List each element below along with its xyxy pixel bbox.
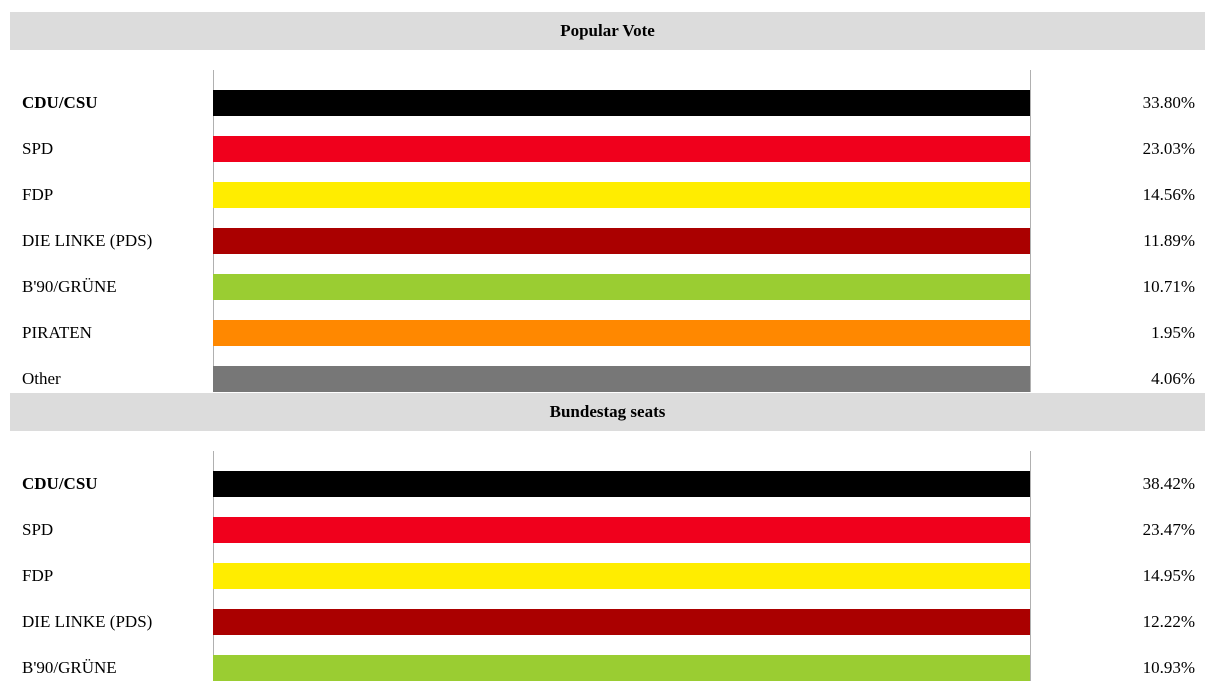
popular-vote-bar-cdu-csu xyxy=(213,90,1030,116)
popular-vote-label-cdu-csu: CDU/CSU xyxy=(22,93,98,112)
popular-vote-bar-fdp xyxy=(213,182,1030,208)
popular-vote-value-die-linke-pds: 11.89% xyxy=(1143,231,1195,250)
bundestag-seats-bar-cdu-csu xyxy=(213,471,1030,497)
popular-vote-value-cdu-csu: 33.80% xyxy=(1142,93,1195,112)
popular-vote-header: Popular Vote xyxy=(10,12,1205,50)
popular-vote-value-spd: 23.03% xyxy=(1142,139,1195,158)
bundestag-seats-label-b-90-gr-ne: B'90/GRÜNE xyxy=(22,658,117,677)
bundestag-seats-label-die-linke-pds: DIE LINKE (PDS) xyxy=(22,612,153,631)
bundestag-seats-bar-die-linke-pds xyxy=(213,609,1030,635)
popular-vote-label-spd: SPD xyxy=(22,139,54,158)
bundestag-seats-value-cdu-csu: 38.42% xyxy=(1142,474,1195,493)
bundestag-seats-bar-fdp xyxy=(213,563,1030,589)
popular-vote-bar-piraten xyxy=(213,320,1030,346)
bundestag-seats-header: Bundestag seats xyxy=(10,393,1205,431)
popular-vote-bar-spd xyxy=(213,136,1030,162)
bundestag-seats-bar-b-90-gr-ne xyxy=(213,655,1030,681)
bundestag-seats-axis-right xyxy=(1030,451,1031,681)
bundestag-seats-value-spd: 23.47% xyxy=(1142,520,1195,539)
popular-vote-bar-other xyxy=(213,366,1030,392)
popular-vote-label-die-linke-pds: DIE LINKE (PDS) xyxy=(22,231,153,250)
popular-vote-axis-right xyxy=(1030,70,1031,392)
popular-vote-value-piraten: 1.95% xyxy=(1151,323,1195,342)
popular-vote-value-fdp: 14.56% xyxy=(1142,185,1195,204)
bundestag-seats-label-fdp: FDP xyxy=(22,566,54,585)
bundestag-seats-value-b-90-gr-ne: 10.93% xyxy=(1142,658,1195,677)
popular-vote-label-b-90-gr-ne: B'90/GRÜNE xyxy=(22,277,117,296)
popular-vote-label-other: Other xyxy=(22,369,61,388)
popular-vote-label-fdp: FDP xyxy=(22,185,54,204)
bundestag-seats-value-die-linke-pds: 12.22% xyxy=(1142,612,1195,631)
popular-vote-bar-b-90-gr-ne xyxy=(213,274,1030,300)
popular-vote-value-b-90-gr-ne: 10.71% xyxy=(1142,277,1195,296)
bundestag-seats-label-cdu-csu: CDU/CSU xyxy=(22,474,98,493)
popular-vote-bar-die-linke-pds xyxy=(213,228,1030,254)
bundestag-seats-label-spd: SPD xyxy=(22,520,54,539)
bundestag-seats-value-fdp: 14.95% xyxy=(1142,566,1195,585)
popular-vote-value-other: 4.06% xyxy=(1151,369,1195,388)
bundestag-seats-bar-spd xyxy=(213,517,1030,543)
popular-vote-label-piraten: PIRATEN xyxy=(22,323,92,342)
